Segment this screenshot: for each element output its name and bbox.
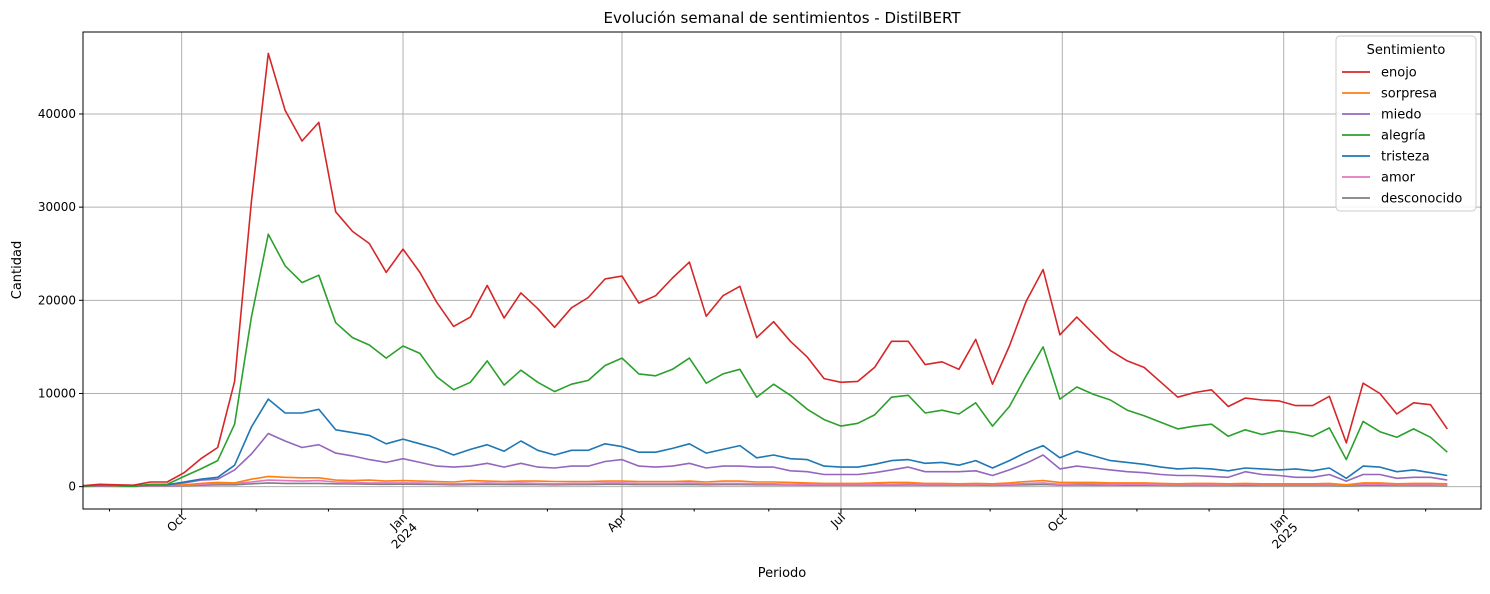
y-axis-label: Cantidad xyxy=(10,241,25,299)
series-line-enojo xyxy=(82,52,1448,487)
y-tick-label: 20000 xyxy=(38,293,76,307)
legend-label: sorpresa xyxy=(1381,87,1437,102)
legend-label: desconocido xyxy=(1381,192,1462,207)
series-line-amor xyxy=(82,479,1448,488)
series-line-alegría xyxy=(82,233,1448,488)
legend-label: miedo xyxy=(1381,108,1422,123)
legend-title: Sentimiento xyxy=(1367,43,1446,58)
legend: Sentimiento enojo sorpresa miedo alegría tri… xyxy=(1335,35,1477,212)
series-lines xyxy=(82,52,1448,488)
legend-entries: enojo sorpresa miedo alegría tristeza amor des… xyxy=(1342,66,1462,207)
grid xyxy=(83,32,1481,509)
legend-label: amor xyxy=(1381,171,1416,186)
y-tick-label: 30000 xyxy=(38,200,76,214)
series-line-sorpresa xyxy=(82,475,1448,488)
chart-title: Evolución semanal de sentimientos - Dist… xyxy=(603,9,961,27)
series-line-tristeza xyxy=(82,398,1448,488)
y-tick-label: 40000 xyxy=(38,107,76,121)
plot-frame xyxy=(82,31,1482,510)
legend-label: tristeza xyxy=(1381,150,1430,165)
y-tick-label: 10000 xyxy=(38,386,76,400)
y-tick-label: 0 xyxy=(68,480,76,494)
x-axis-label: Periodo xyxy=(758,566,807,581)
legend-label: enojo xyxy=(1381,66,1417,81)
legend-box xyxy=(1335,35,1477,212)
y-axis-ticks: 0 10000 20000 30000 40000 xyxy=(38,107,83,494)
series-line-miedo xyxy=(82,432,1448,488)
legend-label: alegría xyxy=(1381,129,1426,144)
